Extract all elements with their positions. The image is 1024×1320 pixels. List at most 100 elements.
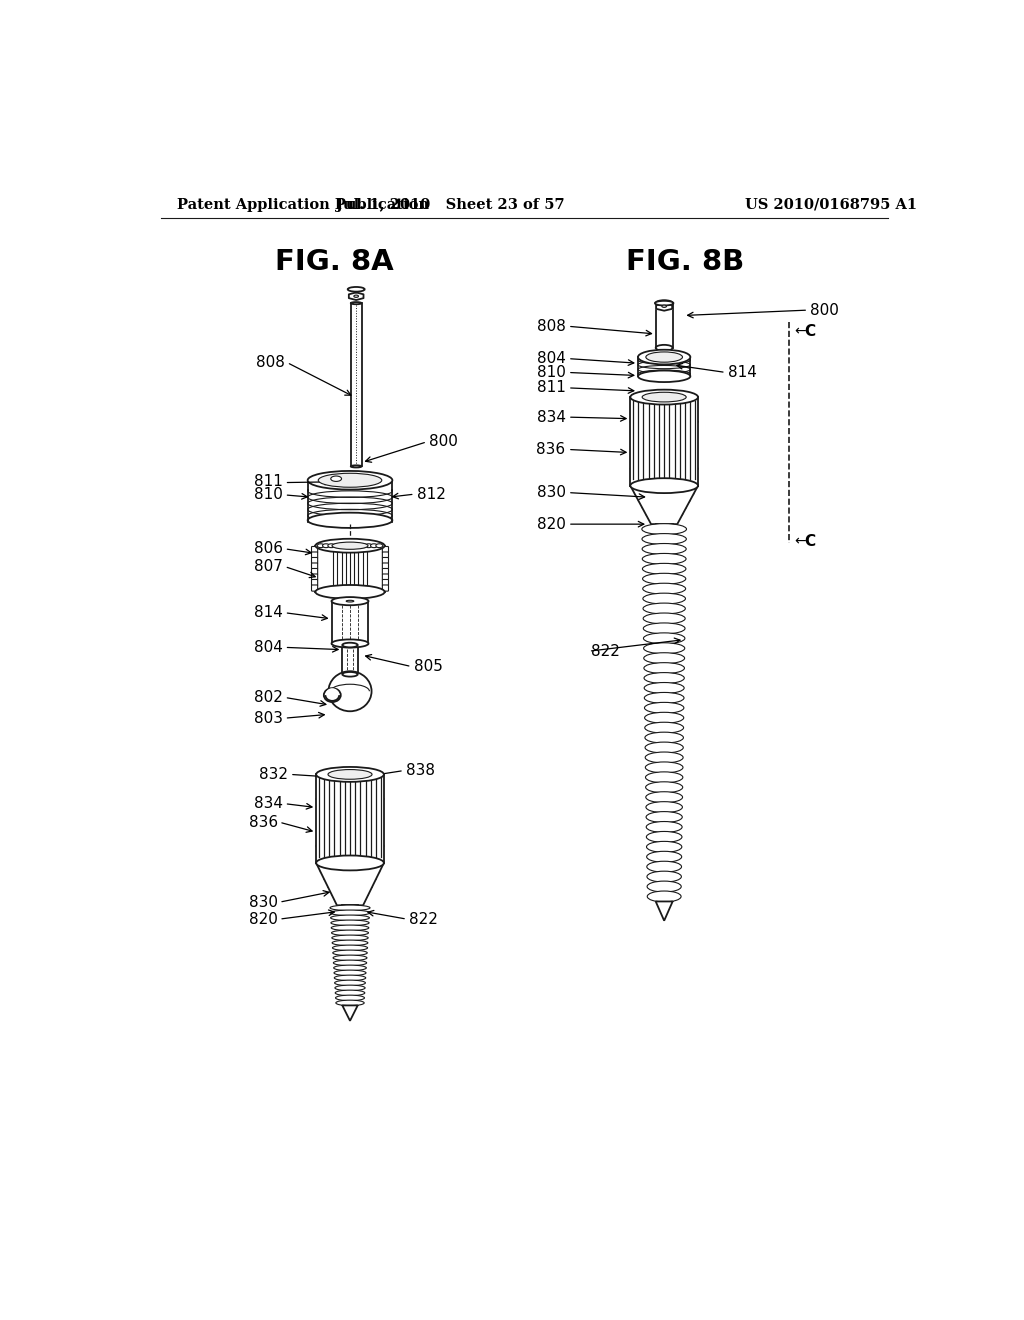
- FancyBboxPatch shape: [311, 562, 317, 569]
- Ellipse shape: [336, 1001, 365, 1006]
- Text: 805: 805: [414, 659, 442, 675]
- Ellipse shape: [638, 371, 690, 381]
- Text: US 2010/0168795 A1: US 2010/0168795 A1: [745, 198, 918, 211]
- Ellipse shape: [642, 533, 686, 545]
- FancyBboxPatch shape: [382, 557, 388, 564]
- FancyBboxPatch shape: [382, 552, 388, 558]
- Text: 803: 803: [254, 710, 283, 726]
- Text: 804: 804: [254, 640, 283, 655]
- Text: 811: 811: [254, 474, 283, 490]
- Ellipse shape: [646, 781, 683, 793]
- Polygon shape: [631, 486, 698, 524]
- Bar: [631, 397, 698, 486]
- Ellipse shape: [642, 544, 686, 554]
- Text: 808: 808: [256, 355, 285, 370]
- Bar: [342, 645, 357, 675]
- FancyBboxPatch shape: [311, 557, 317, 564]
- FancyBboxPatch shape: [382, 569, 388, 574]
- Ellipse shape: [333, 956, 367, 961]
- Ellipse shape: [333, 544, 340, 548]
- Ellipse shape: [643, 623, 685, 634]
- Ellipse shape: [333, 945, 368, 950]
- Ellipse shape: [349, 544, 356, 548]
- Ellipse shape: [643, 583, 686, 594]
- Ellipse shape: [647, 880, 681, 892]
- Ellipse shape: [646, 812, 682, 822]
- FancyBboxPatch shape: [382, 546, 388, 553]
- Ellipse shape: [645, 713, 684, 723]
- Text: 802: 802: [254, 690, 283, 705]
- Ellipse shape: [307, 471, 392, 490]
- Ellipse shape: [316, 855, 384, 870]
- Ellipse shape: [316, 767, 384, 781]
- Bar: [332, 601, 369, 644]
- Text: 806: 806: [254, 541, 283, 556]
- Ellipse shape: [655, 301, 674, 305]
- Ellipse shape: [371, 544, 378, 548]
- Ellipse shape: [307, 512, 392, 528]
- Ellipse shape: [643, 632, 685, 644]
- Ellipse shape: [642, 553, 686, 565]
- Ellipse shape: [642, 392, 686, 403]
- Ellipse shape: [643, 603, 685, 614]
- Text: FIG. 8A: FIG. 8A: [275, 248, 394, 276]
- Ellipse shape: [655, 345, 673, 351]
- Ellipse shape: [645, 762, 683, 774]
- Text: 807: 807: [254, 558, 283, 574]
- FancyBboxPatch shape: [382, 579, 388, 586]
- FancyBboxPatch shape: [311, 569, 317, 574]
- Ellipse shape: [646, 792, 683, 803]
- Ellipse shape: [331, 477, 342, 482]
- Text: 830: 830: [249, 895, 278, 909]
- Bar: [351, 304, 361, 466]
- Ellipse shape: [644, 663, 684, 673]
- Text: 814: 814: [254, 605, 283, 620]
- Bar: [315, 545, 385, 591]
- FancyBboxPatch shape: [382, 562, 388, 569]
- FancyBboxPatch shape: [311, 585, 317, 591]
- Bar: [655, 524, 673, 902]
- FancyBboxPatch shape: [311, 546, 317, 553]
- Ellipse shape: [376, 544, 383, 548]
- Ellipse shape: [332, 935, 369, 941]
- FancyBboxPatch shape: [382, 574, 388, 581]
- Ellipse shape: [644, 702, 684, 713]
- Ellipse shape: [366, 544, 372, 548]
- Ellipse shape: [342, 672, 357, 677]
- Bar: [307, 480, 392, 490]
- Ellipse shape: [331, 925, 369, 931]
- FancyBboxPatch shape: [311, 579, 317, 586]
- Text: 822: 822: [591, 644, 620, 659]
- Ellipse shape: [644, 693, 684, 704]
- Ellipse shape: [332, 931, 369, 936]
- Text: 812: 812: [417, 487, 445, 502]
- FancyBboxPatch shape: [382, 585, 388, 591]
- Ellipse shape: [644, 643, 685, 653]
- Ellipse shape: [332, 597, 369, 605]
- FancyBboxPatch shape: [311, 552, 317, 558]
- Ellipse shape: [644, 673, 684, 684]
- Ellipse shape: [643, 573, 686, 585]
- Ellipse shape: [646, 821, 682, 833]
- Polygon shape: [655, 902, 673, 921]
- Ellipse shape: [351, 302, 361, 304]
- Ellipse shape: [324, 688, 341, 702]
- Polygon shape: [342, 1006, 357, 1020]
- Ellipse shape: [351, 466, 361, 467]
- Ellipse shape: [643, 593, 685, 605]
- Ellipse shape: [342, 643, 357, 647]
- Ellipse shape: [647, 871, 681, 882]
- Bar: [316, 775, 384, 863]
- Ellipse shape: [334, 970, 366, 975]
- Text: 820: 820: [249, 912, 278, 927]
- Bar: [342, 906, 357, 1006]
- Text: FIG. 8B: FIG. 8B: [626, 248, 744, 276]
- Text: 811: 811: [537, 380, 565, 396]
- Text: 822: 822: [410, 912, 438, 927]
- Ellipse shape: [645, 722, 684, 733]
- Text: 820: 820: [537, 516, 565, 532]
- Ellipse shape: [329, 671, 372, 711]
- Text: Patent Application Publication: Patent Application Publication: [177, 198, 429, 211]
- Ellipse shape: [645, 772, 683, 783]
- FancyBboxPatch shape: [311, 574, 317, 581]
